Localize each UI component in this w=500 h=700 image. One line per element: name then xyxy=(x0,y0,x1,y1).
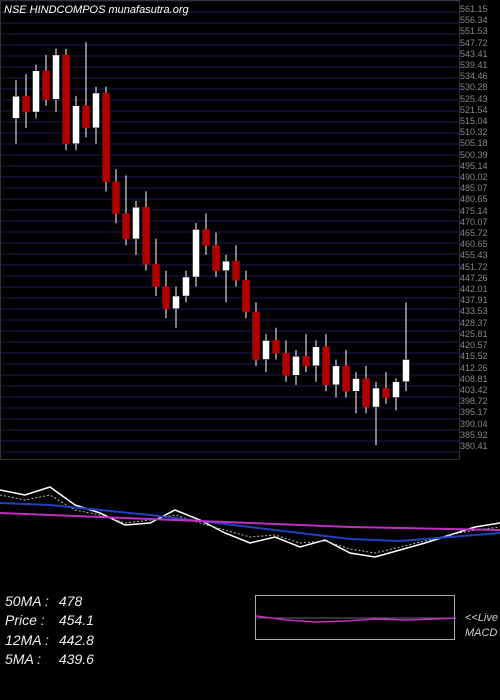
macd-label-bottom: MACD xyxy=(465,627,497,639)
candlestick-chart: NSE HINDCOMPOS munafasutra.org xyxy=(0,0,460,460)
chart-title: NSE HINDCOMPOS munafasutra.org xyxy=(4,4,189,16)
stat-label: 5MA : xyxy=(5,650,55,670)
macd-label-top: <<Live xyxy=(465,612,498,624)
stat-label: 50MA : xyxy=(5,592,55,612)
stat-value: 478 xyxy=(59,593,82,609)
stats-box: 50MA : 478 Price : 454.1 12MA : 442.8 5M… xyxy=(5,592,94,670)
indicator-svg xyxy=(0,465,500,595)
chart-container: NSE HINDCOMPOS munafasutra.org 561.15556… xyxy=(0,0,500,700)
macd-label: <<Live MACD xyxy=(465,611,498,640)
stat-label: Price : xyxy=(5,611,55,631)
stat-12ma: 12MA : 442.8 xyxy=(5,631,94,651)
y-axis-labels: 561.15556.34551.53547.72543.41539.41534.… xyxy=(460,0,500,460)
stat-50ma: 50MA : 478 xyxy=(5,592,94,612)
candlestick-svg xyxy=(1,1,461,461)
stat-value: 442.8 xyxy=(59,632,94,648)
stat-5ma: 5MA : 439.6 xyxy=(5,650,94,670)
indicator-chart xyxy=(0,465,500,595)
macd-inset-box xyxy=(255,595,455,640)
stat-value: 439.6 xyxy=(59,651,94,667)
stat-price: Price : 454.1 xyxy=(5,611,94,631)
stat-value: 454.1 xyxy=(59,612,94,628)
macd-svg xyxy=(256,596,456,641)
stat-label: 12MA : xyxy=(5,631,55,651)
